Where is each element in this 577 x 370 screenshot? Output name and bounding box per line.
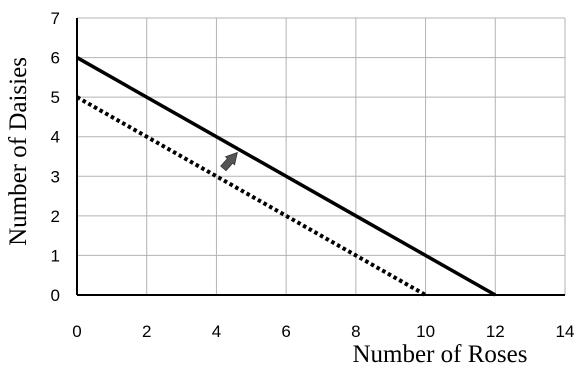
x-tick-label: 2 <box>142 322 151 341</box>
y-tick-label: 1 <box>51 246 60 265</box>
x-tick-label: 14 <box>556 322 575 341</box>
axes <box>76 18 565 296</box>
x-tick-label: 4 <box>212 322 221 341</box>
grid-lines <box>77 17 566 295</box>
x-tick-label: 12 <box>486 322 505 341</box>
y-tick-label: 5 <box>51 88 60 107</box>
y-tick-label: 3 <box>51 167 60 186</box>
solid-budget-line <box>76 56 497 297</box>
annotations <box>220 151 238 172</box>
x-tick-label: 6 <box>281 322 290 341</box>
x-tick-label: 10 <box>416 322 435 341</box>
x-tick-labels: 0 2 4 6 8 10 12 14 <box>72 322 574 341</box>
shift-up-right-arrow-icon <box>220 151 238 172</box>
y-tick-label: 0 <box>51 286 60 305</box>
x-tick-label: 8 <box>351 322 360 341</box>
y-tick-labels: 0 1 2 3 4 5 6 7 <box>51 9 60 305</box>
dotted-budget-line <box>76 95 427 297</box>
y-tick-label: 6 <box>51 49 60 68</box>
series-lines <box>76 56 497 297</box>
y-tick-label: 4 <box>51 128 60 147</box>
y-axis-title: Number of Daisies <box>5 57 32 246</box>
y-tick-label: 2 <box>51 207 60 226</box>
x-tick-label: 0 <box>72 322 81 341</box>
x-axis-title: Number of Roses <box>353 341 528 368</box>
y-tick-label: 7 <box>51 9 60 28</box>
